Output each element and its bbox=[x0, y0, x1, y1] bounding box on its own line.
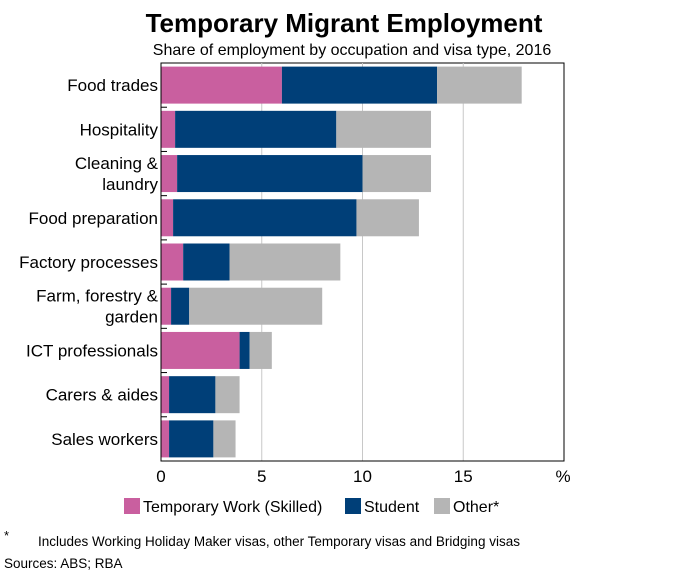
category-label: Farm, forestry & bbox=[36, 287, 159, 306]
legend-swatch bbox=[124, 498, 140, 514]
bar-segment bbox=[161, 287, 172, 325]
bar-segment bbox=[362, 155, 432, 193]
legend: Temporary Work (Skilled) Student Other* bbox=[124, 498, 499, 516]
chart-subtitle: Share of employment by occupation and vi… bbox=[153, 42, 552, 59]
legend-swatch bbox=[345, 498, 361, 514]
bar-segment bbox=[161, 420, 170, 458]
bar-segment bbox=[229, 243, 341, 281]
legend-label: Student bbox=[364, 499, 420, 516]
bar-segment bbox=[161, 66, 282, 104]
bar-segment bbox=[239, 331, 250, 369]
x-tick-label: 15 bbox=[454, 467, 473, 486]
legend-swatch bbox=[434, 498, 450, 514]
category-label: ICT professionals bbox=[26, 341, 158, 360]
bar-segment bbox=[189, 287, 323, 325]
category-label: Sales workers bbox=[51, 430, 158, 449]
legend-label: Other* bbox=[453, 499, 499, 516]
bar-segment bbox=[161, 243, 184, 281]
bar-segment bbox=[161, 331, 240, 369]
bar-segment bbox=[173, 199, 357, 237]
bar-segment bbox=[161, 110, 176, 148]
bar-segment bbox=[161, 155, 178, 193]
bar-segment bbox=[177, 155, 363, 193]
bar-segment bbox=[356, 199, 419, 237]
x-tick-label: 0 bbox=[156, 467, 165, 486]
bar-segment bbox=[213, 420, 236, 458]
legend-label: Temporary Work (Skilled) bbox=[143, 499, 322, 516]
x-axis-unit: % bbox=[555, 467, 570, 486]
category-label: Food trades bbox=[67, 76, 158, 95]
plot-area: 0 5 10 15 Food trades Hospitality Cleaning & la… bbox=[19, 62, 565, 486]
footnote-text: Includes Working Holiday Maker visas, ot… bbox=[38, 534, 520, 549]
bar-segment bbox=[281, 66, 438, 104]
category-label: garden bbox=[105, 308, 158, 327]
category-label: Food preparation bbox=[29, 209, 158, 228]
chart-title: Temporary Migrant Employment bbox=[146, 8, 543, 38]
bar-segment bbox=[437, 66, 522, 104]
bar-segment bbox=[336, 110, 432, 148]
bar-segment bbox=[215, 376, 240, 414]
bar-segment bbox=[249, 331, 272, 369]
bar-segment bbox=[161, 376, 170, 414]
category-label: laundry bbox=[102, 175, 158, 194]
x-tick-label: 10 bbox=[353, 467, 372, 486]
x-tick-label: 5 bbox=[257, 467, 266, 486]
bar-segment bbox=[161, 199, 174, 237]
bar-segment bbox=[169, 376, 216, 414]
sources: Sources: ABS; RBA bbox=[4, 556, 123, 571]
category-label: Factory processes bbox=[19, 253, 158, 272]
bar-segment bbox=[171, 287, 190, 325]
category-label: Carers & aides bbox=[46, 386, 158, 405]
category-label: Cleaning & bbox=[75, 154, 159, 173]
category-label: Hospitality bbox=[80, 120, 159, 139]
bar-segment bbox=[183, 243, 230, 281]
bar-segment bbox=[169, 420, 214, 458]
footnote-marker: * bbox=[4, 528, 10, 543]
bar-segment bbox=[175, 110, 337, 148]
